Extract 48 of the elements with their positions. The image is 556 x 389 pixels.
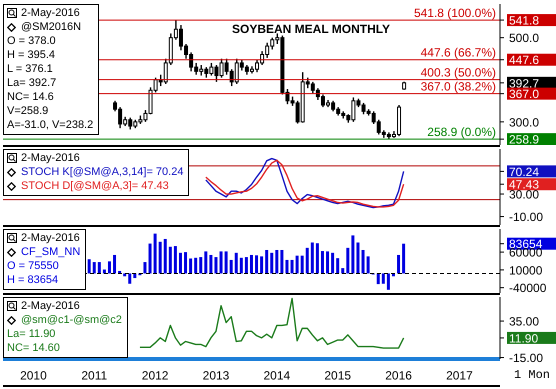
annotation: NC= 14.6 <box>7 90 55 104</box>
text: STOCH D[@SM@A,3]= 47.43 <box>20 179 170 193</box>
y-tick-label: 35.00 <box>509 314 540 329</box>
annotation: 2-May-2016 <box>20 299 81 313</box>
annotation: H = 83654 <box>7 273 60 287</box>
x-tick-label: 2011 <box>81 368 108 383</box>
x-tick-label: 2016 <box>385 368 412 383</box>
x-tick-label: 2017 <box>446 368 474 383</box>
annotation: La= 392.7 <box>7 76 58 90</box>
annotation: O = 75550 <box>7 259 60 273</box>
y-tick-label: 30.00 <box>509 188 540 202</box>
y-tick-label: 500.0 <box>509 31 540 46</box>
x-tick-label: 2015 <box>324 368 352 383</box>
annotation: V=258.9 <box>7 104 50 118</box>
y-tick-label: 10000 <box>509 263 543 278</box>
ref-line-label: 400.3 (50.0%) <box>420 66 496 80</box>
annotation: H = 395.4 <box>7 48 56 62</box>
annotation: La= 11.90 <box>7 327 56 341</box>
x-tick-label: 2012 <box>142 368 169 383</box>
annotation: O = 378.0 <box>7 34 57 48</box>
x-tick-label: 2013 <box>202 368 230 383</box>
y-tick-label: 300.0 <box>509 115 540 130</box>
x-tick-label: 2014 <box>264 368 291 383</box>
ref-line-label: 447.6 (66.7%) <box>420 46 496 60</box>
annotation: NC= 14.60 <box>7 341 61 355</box>
annotation: 2-May-2016 <box>20 231 80 245</box>
y-tick-label: 11.90 <box>509 331 538 346</box>
annotation: L = 376.1 <box>7 62 54 76</box>
annotation: 2-May-2016 <box>20 151 81 165</box>
series-label: CF_SM_NN <box>20 245 80 259</box>
ref-line-label: 367.0 (38.2%) <box>420 80 496 94</box>
y-tick-label: 541.8 <box>509 14 540 28</box>
annotation: 2-May-2016 <box>20 6 81 20</box>
y-tick-label: -10.00 <box>509 210 544 224</box>
y-tick-label: -40000 <box>509 281 547 296</box>
y-tick-label: 447.6 <box>509 53 540 68</box>
text: @SM2016N <box>20 20 82 34</box>
ref-line-label: 258.9 (0.0%) <box>427 125 496 140</box>
y-tick-label: 258.9 <box>509 132 540 147</box>
x-axis-title: 1 Mon <box>514 368 550 382</box>
x-tick-label: 2010 <box>20 368 48 383</box>
ref-line-label: 541.8 (100.0%) <box>414 6 496 20</box>
y-tick-label: 70.24 <box>509 164 540 179</box>
y-tick-label: -15.00 <box>509 351 544 366</box>
annotation: A=-31.0, V=238.2 <box>7 118 94 132</box>
text: @sm@c1-@sm@c2 <box>20 313 122 327</box>
text: STOCH K[@SM@A,3,14]= 70.24 <box>20 165 184 179</box>
text: SOYBEAN MEAL MONTHLY <box>232 22 390 36</box>
